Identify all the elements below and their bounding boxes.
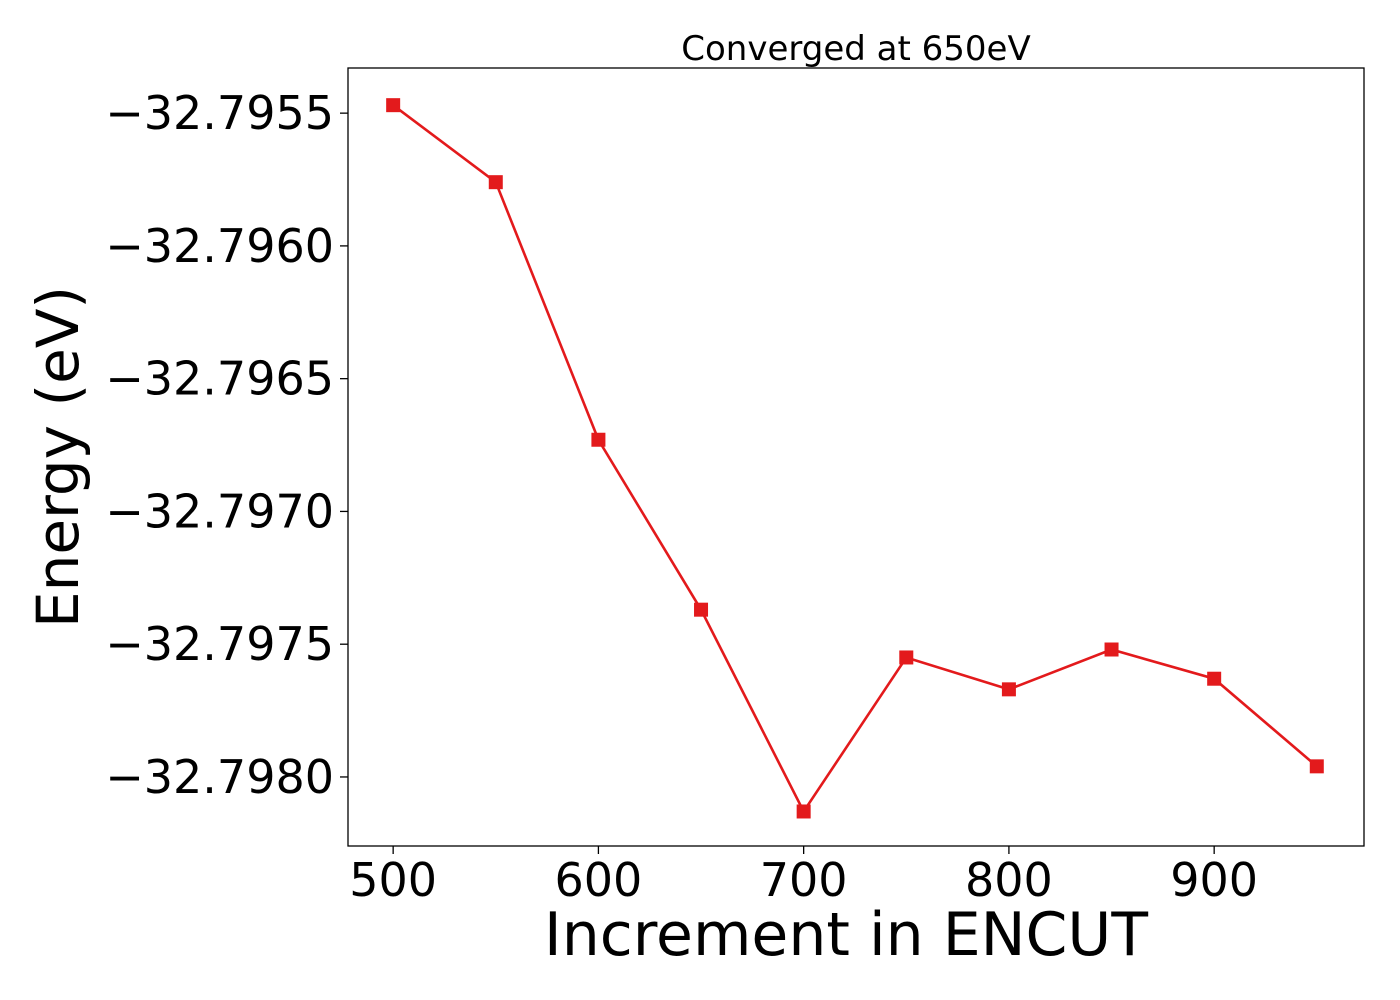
y-tick-label: −32.7965 — [105, 352, 334, 406]
data-point-marker — [488, 175, 503, 190]
data-point-marker — [796, 804, 811, 819]
data-point-marker — [1207, 671, 1222, 686]
x-axis-label: Increment in ENCUT — [544, 900, 1148, 970]
y-tick-label: −32.7975 — [105, 617, 334, 671]
series-line — [392, 104, 1318, 815]
data-point-marker — [694, 602, 709, 617]
data-point-marker — [899, 650, 914, 665]
data-point-marker — [1001, 682, 1016, 697]
data-point-marker — [1309, 759, 1324, 774]
data-point-marker — [1104, 642, 1119, 657]
plot-frame — [347, 67, 1365, 847]
x-axis-ticks: 500 600 700 800 900 — [349, 846, 1258, 907]
y-tick-label: −32.7955 — [105, 86, 334, 140]
y-tick-label: −32.7960 — [105, 219, 334, 273]
y-axis-ticks: −32.7955 −32.7960 −32.7965 −32.7970 −32.7975… — [105, 86, 348, 804]
y-tick-label: −32.7980 — [105, 750, 334, 804]
y-axis-label: Energy (eV) — [24, 286, 92, 628]
y-tick-label: −32.7970 — [105, 484, 334, 538]
x-tick-label: 900 — [1170, 853, 1258, 907]
chart-title: Converged at 650eV — [681, 29, 1030, 69]
plot-area — [386, 98, 1324, 819]
x-tick-label: 600 — [555, 853, 643, 907]
x-tick-label: 800 — [965, 853, 1053, 907]
x-tick-label: 500 — [349, 853, 437, 907]
data-point-marker — [591, 432, 606, 447]
x-tick-label: 700 — [760, 853, 848, 907]
data-point-marker — [386, 98, 401, 113]
